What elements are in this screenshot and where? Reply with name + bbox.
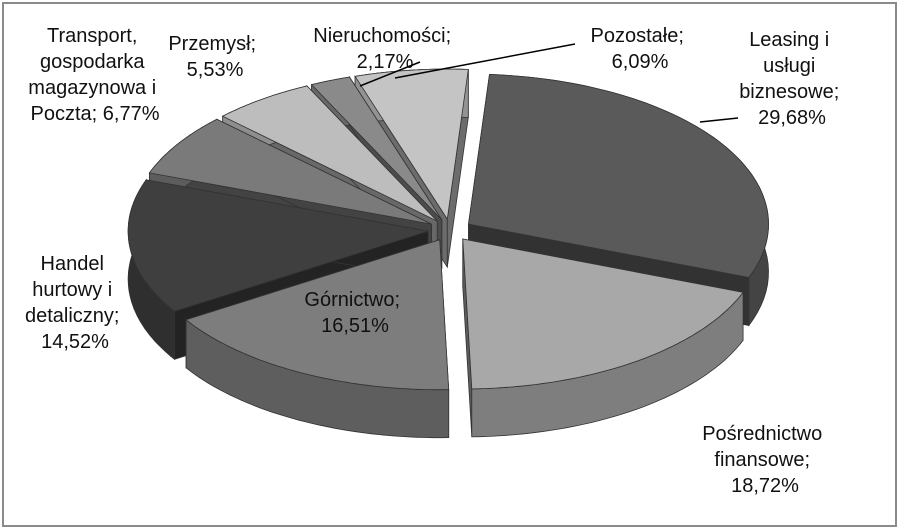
slice xyxy=(468,73,769,278)
slice xyxy=(354,68,469,221)
slice xyxy=(127,179,429,312)
data-label: Transport, gospodarka magazynowa i Poczt… xyxy=(28,25,161,125)
data-label: Pozostałe; 6,09% xyxy=(591,25,690,73)
data-label: Handel hurtowy i detaliczny; 14,52% xyxy=(25,253,125,353)
leader-line xyxy=(699,117,739,123)
data-label: Leasing i usługi biznesowe; 29,68% xyxy=(739,29,845,129)
data-label: Pośrednictwo finansowe; 18,72% xyxy=(702,423,828,497)
data-label: Nieruchomości; 2,17% xyxy=(313,25,456,73)
slice xyxy=(148,118,432,225)
slice xyxy=(462,238,744,390)
slice xyxy=(310,76,443,221)
pie xyxy=(127,68,769,439)
slice xyxy=(185,239,450,391)
leader-line xyxy=(359,61,421,87)
data-label: Przemysł; 5,53% xyxy=(168,33,261,81)
labels: Leasing i usługi biznesowe; 29,68% Pośred… xyxy=(25,25,845,497)
slice xyxy=(221,85,438,222)
data-label: Górnictwo; 16,51% xyxy=(304,289,405,337)
leader-line xyxy=(394,43,576,79)
